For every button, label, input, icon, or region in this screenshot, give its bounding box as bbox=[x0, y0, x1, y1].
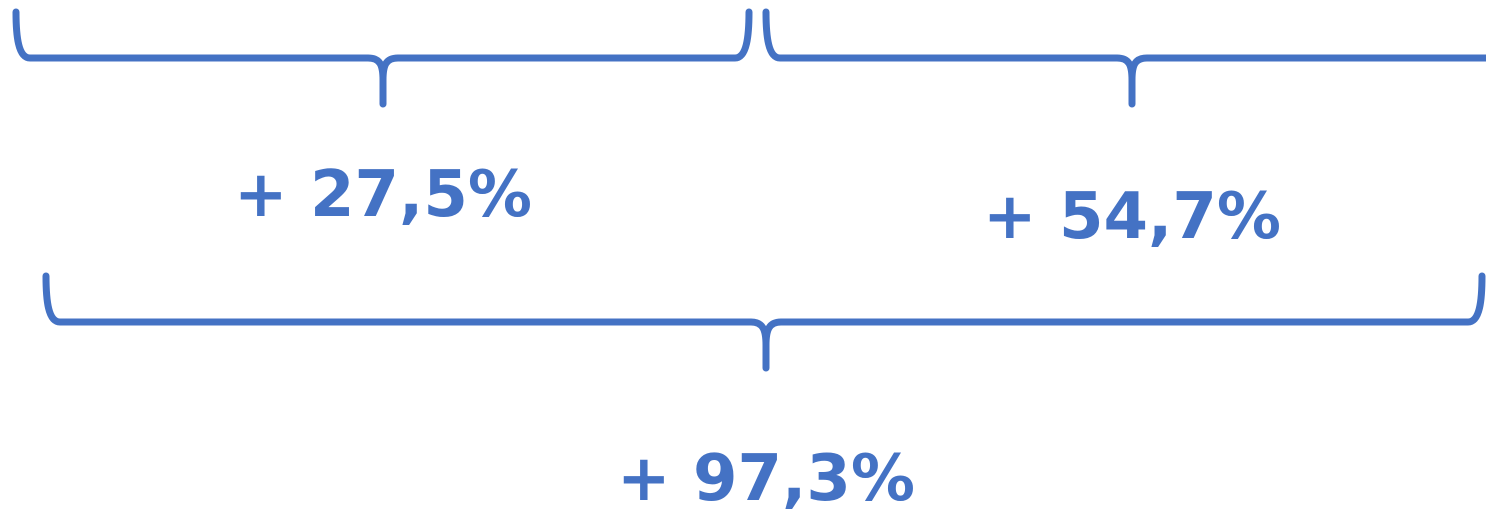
brace-first-period bbox=[12, 8, 753, 108]
total-change-label: + 97,3% bbox=[617, 442, 915, 509]
first-period-change-label: + 27,5% bbox=[234, 158, 532, 232]
second-period-change-label: + 54,7% bbox=[983, 180, 1281, 254]
brace-total-period bbox=[42, 272, 1486, 372]
brace-second-period bbox=[762, 8, 1486, 108]
